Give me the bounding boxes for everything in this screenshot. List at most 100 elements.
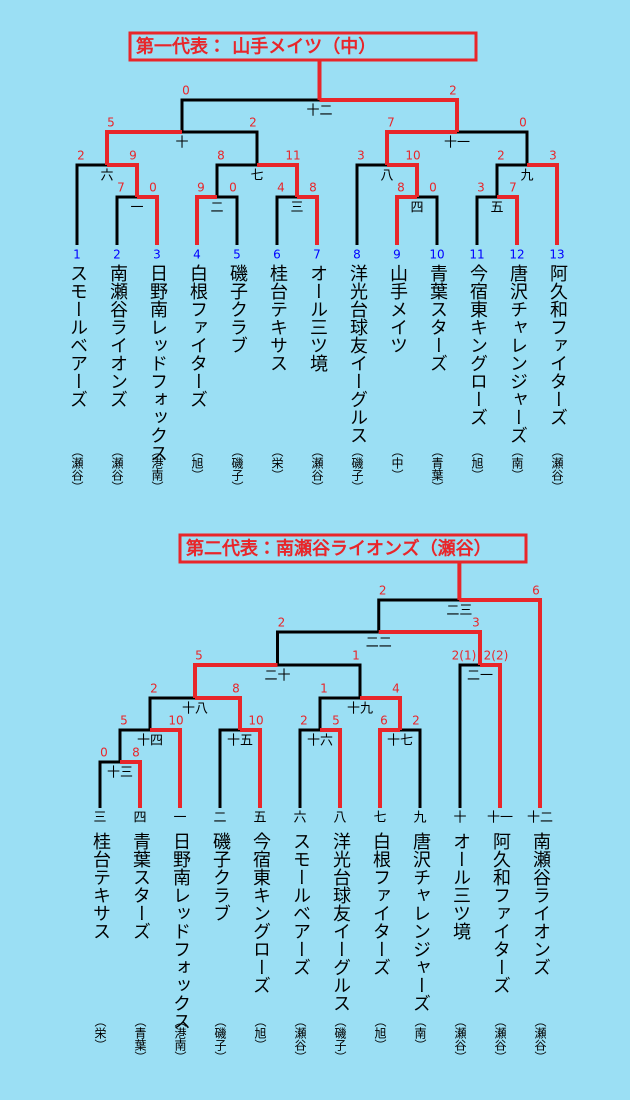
bracket-line — [417, 195, 439, 245]
team-number: 3 — [153, 248, 161, 262]
team-number: 12 — [509, 248, 524, 262]
team-area: （瀬谷） — [453, 1015, 467, 1063]
bracket-line — [475, 195, 497, 245]
score: 10 — [405, 149, 420, 163]
bracket-title: 第二代表：南瀬谷ライオンズ（瀬谷） — [186, 538, 492, 560]
match-label: 十 — [175, 136, 188, 151]
winner-line — [240, 728, 262, 808]
winner-line — [459, 598, 542, 808]
match-label: 十三 — [107, 766, 133, 781]
match-label: 十四 — [137, 734, 163, 749]
match-label: 十八 — [182, 702, 208, 717]
team-name: スモールベアーズ — [290, 832, 311, 976]
match-label: 十五 — [227, 734, 253, 749]
match-label: 二 — [210, 201, 223, 216]
team-name: 唐沢チャレンジャーズ — [410, 832, 431, 1012]
score: 2 — [412, 714, 420, 728]
team-name: 白根ファイターズ — [187, 264, 208, 408]
bracket-line — [148, 696, 195, 730]
team-area: （瀬谷） — [310, 445, 324, 493]
winner-line — [297, 195, 319, 245]
team-area: （瀬谷） — [533, 1015, 547, 1063]
score: 10 — [168, 714, 183, 728]
team-number: 6 — [273, 248, 281, 262]
team-area: （磯子） — [230, 445, 244, 493]
team-number: 五 — [253, 811, 266, 826]
team-name: 桂台テキサス — [267, 264, 288, 372]
winner-line — [150, 728, 182, 808]
bracket-line — [355, 163, 387, 245]
score: 8 — [132, 746, 140, 760]
score: 3 — [549, 149, 557, 163]
team-name: オール三ツ境 — [450, 832, 471, 940]
score: 0 — [182, 84, 190, 98]
score: 2 — [379, 584, 387, 598]
match-label: 八 — [380, 169, 393, 184]
winner-line — [137, 195, 159, 245]
title-box — [128, 31, 478, 62]
team-name: 日野南レッドフォックス — [170, 832, 191, 1030]
team-number: 七 — [373, 811, 386, 826]
score: 0 — [149, 181, 157, 195]
team-number: 四 — [133, 811, 146, 826]
bracket-title: 第一代表： 山手メイツ（中） — [136, 36, 376, 58]
score: 3 — [477, 181, 485, 195]
team-area: （栄） — [93, 1015, 107, 1051]
team-number: 1 — [73, 248, 81, 262]
score: 6 — [532, 584, 540, 598]
bracket-line — [400, 728, 422, 808]
team-name: 洋光台球友イーグルス — [330, 832, 351, 1012]
team-number: 13 — [549, 248, 564, 262]
team-number: 八 — [333, 811, 346, 826]
team-name: 阿久和ファイターズ — [490, 832, 511, 994]
score: 4 — [277, 181, 285, 195]
winner-line — [527, 163, 559, 245]
team-number: 十 — [453, 811, 466, 826]
winner-line — [387, 163, 419, 197]
team-number: 二 — [213, 811, 226, 826]
team-name: 唐沢チャレンジャーズ — [507, 264, 528, 444]
bracket-line — [115, 195, 137, 245]
team-name: スモールベアーズ — [67, 264, 88, 408]
team-number: 三 — [93, 811, 106, 826]
match-label: 九 — [520, 169, 533, 184]
score: 2(1) — [452, 649, 477, 663]
match-label: 二二 — [366, 636, 392, 651]
team-name: 洋光台球友イーグルス — [347, 264, 368, 444]
score: 5 — [332, 714, 340, 728]
team-number: 九 — [413, 811, 426, 826]
winner-line — [195, 696, 242, 730]
match-label: 五 — [490, 201, 503, 216]
team-number: 2 — [113, 248, 121, 262]
score: 8 — [232, 682, 240, 696]
bracket-line — [182, 130, 259, 165]
score: 5 — [195, 649, 203, 663]
score: 7 — [509, 181, 517, 195]
winner-line — [497, 195, 519, 245]
team-name: 南瀬谷ライオンズ — [107, 264, 128, 408]
bracket-line — [298, 728, 320, 808]
team-area: （栄） — [270, 445, 284, 481]
winner-line — [105, 130, 182, 165]
match-label: 三 — [290, 201, 303, 216]
team-name: オール三ツ境 — [307, 264, 328, 372]
match-label: 二一 — [467, 669, 493, 684]
score: 9 — [129, 149, 137, 163]
score: 2 — [278, 616, 286, 630]
winner-line — [480, 663, 502, 808]
team-name: 白根ファイターズ — [370, 832, 391, 976]
score: 2(2) — [484, 649, 509, 663]
team-area: （青葉） — [430, 445, 444, 493]
score: 8 — [397, 181, 405, 195]
team-area: （南） — [413, 1015, 427, 1051]
winner-line — [107, 163, 139, 197]
match-label: 十六 — [307, 734, 333, 749]
team-number: 4 — [193, 248, 201, 262]
match-label: 二十 — [264, 669, 290, 684]
winner-line — [193, 663, 278, 698]
score: 1 — [352, 649, 360, 663]
match-label: 十二 — [306, 104, 332, 119]
team-area: （瀬谷） — [493, 1015, 507, 1063]
team-number: 7 — [313, 248, 321, 262]
